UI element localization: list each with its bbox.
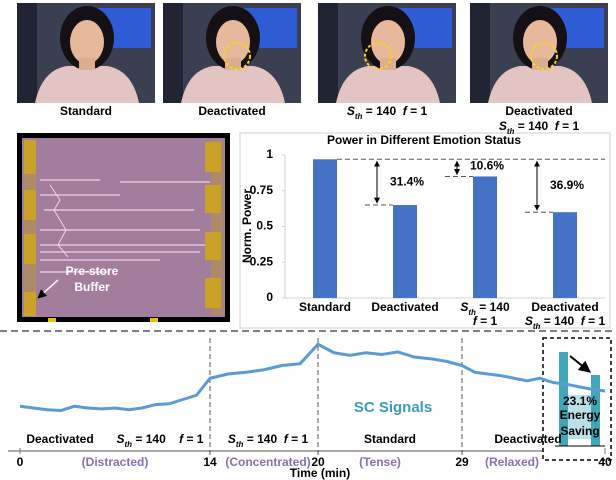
- text-part: th: [355, 112, 363, 121]
- photo-desk: [318, 3, 338, 103]
- phase-state: (Distracted): [82, 455, 149, 469]
- x-tick-label: 14: [203, 455, 217, 469]
- saving-text: Energy: [560, 408, 601, 422]
- bar: [553, 212, 577, 298]
- text-part: = 140: [514, 119, 554, 133]
- phase-label: Deactivated: [26, 432, 93, 446]
- x-tick-label: 0: [17, 455, 24, 469]
- text-part: = 140: [476, 300, 510, 314]
- text-part: Standard: [364, 432, 416, 446]
- text-part: th: [236, 440, 244, 449]
- photo-desk: [163, 3, 183, 103]
- text-part: Deactivated: [198, 104, 265, 118]
- text-part: = 1: [477, 314, 498, 328]
- phase-label: Sth = 140 f = 1: [117, 432, 204, 448]
- x-tick-label: Deactivated: [531, 300, 598, 314]
- bar: [393, 205, 417, 298]
- text-part: = 1: [288, 432, 309, 446]
- photo-caption: Deactivated: [505, 104, 572, 118]
- text-part: S: [228, 432, 236, 446]
- text-part: th: [125, 440, 133, 449]
- photo-caption: Sth = 140 f = 1: [347, 104, 428, 120]
- figure: Pre-store Buffer Power in Different Emot…: [0, 0, 616, 480]
- text-part: S: [117, 432, 125, 446]
- y-tick-label: 0.5: [256, 219, 273, 233]
- diff-label: 31.4%: [390, 174, 424, 188]
- text-part: Deactivated: [26, 432, 93, 446]
- text-part: = 1: [183, 432, 204, 446]
- photo-caption: Standard: [60, 104, 112, 118]
- phase-label: Standard: [364, 432, 416, 446]
- photo: [318, 3, 456, 103]
- photo: [163, 3, 301, 103]
- photo-caption: Deactivated: [198, 104, 265, 118]
- text-part: = 1: [585, 314, 606, 328]
- x-tick-label: 40: [598, 455, 612, 469]
- chip-layout: Pre-store Buffer: [17, 133, 230, 322]
- text-part: Deactivated: [494, 432, 561, 446]
- phase-label: Sth = 140 f = 1: [228, 432, 309, 448]
- text-part: Deactivated: [371, 300, 438, 314]
- signal-line: [20, 344, 605, 410]
- x-tick-label: Sth = 140 f = 1: [525, 314, 606, 330]
- photo: [17, 3, 155, 103]
- x-tick-label: Deactivated: [371, 300, 438, 314]
- chart-title: Power in Different Emotion Status: [327, 133, 521, 147]
- x-tick-label: f = 1: [473, 314, 498, 328]
- chip-label: Pre-store: [66, 264, 119, 278]
- phase-state: (Relaxed): [485, 455, 539, 469]
- y-axis-label: Norm. Power: [240, 189, 254, 263]
- text-part: = 140: [540, 314, 580, 328]
- phase-state: (Tense): [359, 455, 401, 469]
- photo: [470, 3, 608, 103]
- text-part: = 1: [559, 119, 580, 133]
- signal-title: SC Signals: [354, 399, 432, 416]
- bar: [313, 159, 337, 298]
- diff-label: 36.9%: [550, 178, 584, 192]
- y-tick-label: 1: [266, 147, 273, 161]
- bar: [473, 176, 497, 298]
- x-tick-label: 20: [311, 455, 325, 469]
- diff-label: 10.6%: [470, 159, 504, 173]
- chip-label: Buffer: [74, 280, 110, 294]
- photo-face: [216, 20, 250, 64]
- phase-state: (Concentrated): [225, 455, 310, 469]
- y-tick-label: 0.25: [250, 254, 274, 268]
- text-part: = 140: [362, 104, 402, 118]
- text-part: Deactivated: [505, 104, 572, 118]
- photo-desk: [470, 3, 490, 103]
- saving-text: 23.1%: [563, 394, 597, 408]
- y-tick-label: 0.75: [250, 183, 274, 197]
- photo-face: [371, 20, 405, 64]
- photo-neck: [79, 58, 95, 70]
- y-tick-label: 0: [266, 290, 273, 304]
- text-part: Standard: [60, 104, 112, 118]
- text-part: S: [347, 104, 355, 118]
- x-tick-label: Standard: [299, 300, 351, 314]
- text-part: = 140: [132, 432, 179, 446]
- text-part: S: [460, 300, 468, 314]
- photo-face: [70, 20, 104, 64]
- text-part: th: [507, 127, 515, 136]
- photo-desk: [17, 3, 37, 103]
- text-part: Standard: [299, 300, 351, 314]
- phase-label: Deactivated: [494, 432, 561, 446]
- text-part: = 1: [407, 104, 428, 118]
- x-tick-label: 29: [455, 455, 469, 469]
- photo-face: [523, 20, 557, 64]
- photo-caption: Sth = 140 f = 1: [499, 119, 580, 135]
- text-part: Deactivated: [531, 300, 598, 314]
- text-part: = 140: [243, 432, 283, 446]
- saving-text: Saving: [560, 424, 599, 438]
- text-part: S: [499, 119, 507, 133]
- text-part: S: [525, 314, 533, 328]
- text-part: th: [533, 322, 541, 331]
